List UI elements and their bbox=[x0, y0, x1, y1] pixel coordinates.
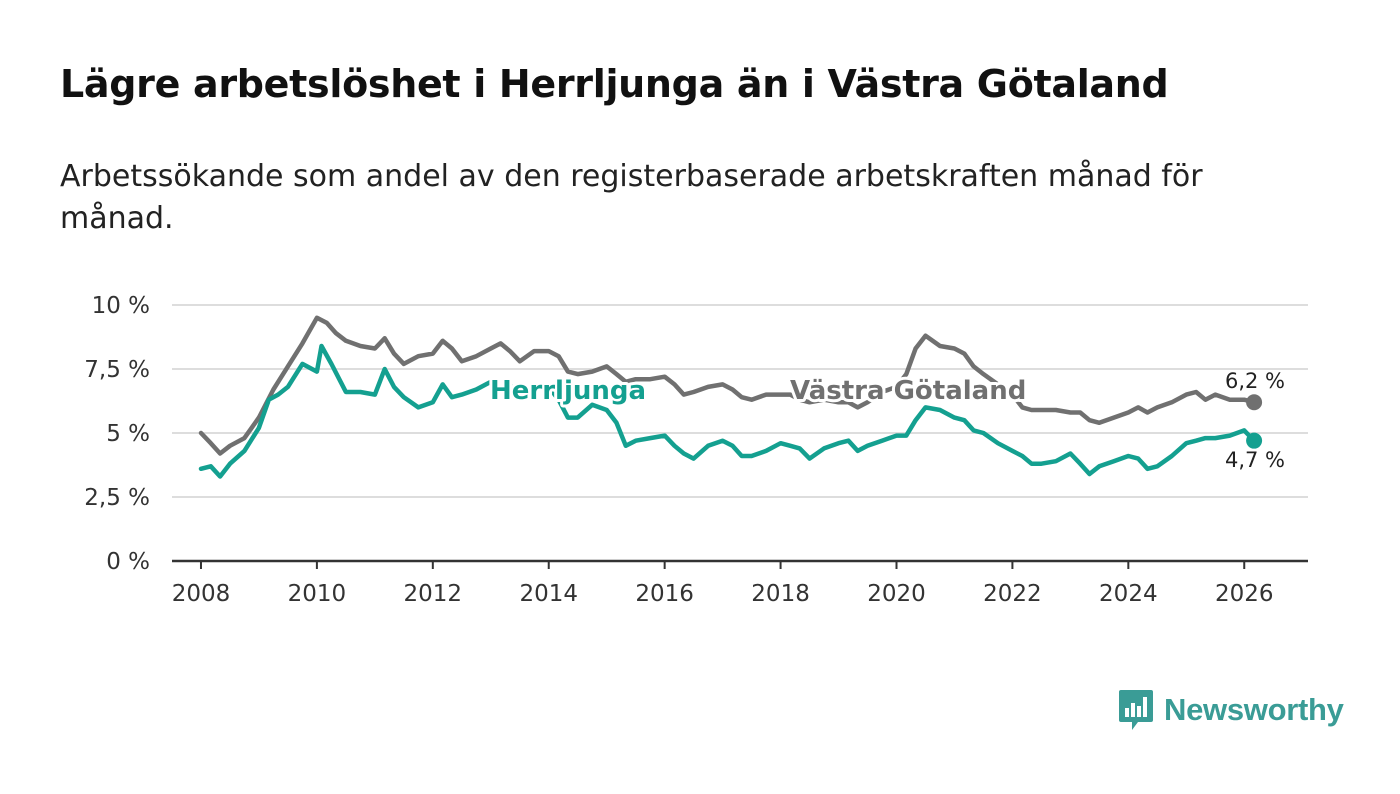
y-tick-label: 0 % bbox=[106, 549, 150, 575]
x-tick-label: 2018 bbox=[751, 581, 810, 607]
x-tick-label: 2016 bbox=[635, 581, 694, 607]
x-tick-label: 2020 bbox=[867, 581, 926, 607]
end-dot-vastra-gotaland bbox=[1246, 394, 1263, 411]
end-label-herrljunga: 4,7 % bbox=[1225, 448, 1285, 472]
brand-logo: Newsworthy bbox=[1118, 688, 1344, 732]
line-chart: 0 % 2,5 % 5 % 7,5 % 10 % 2008 2010 2012 2014 201… bbox=[84, 293, 1308, 607]
series-label-vastra-gotaland: Västra Götaland bbox=[790, 376, 1026, 406]
series-line-herrljunga bbox=[198, 343, 1257, 479]
x-tick-label: 2012 bbox=[404, 581, 463, 607]
series-line-vastra-gotaland bbox=[198, 315, 1257, 456]
x-tick-label: 2010 bbox=[288, 581, 347, 607]
x-tick-label: 2008 bbox=[172, 581, 231, 607]
y-tick-label: 5 % bbox=[106, 421, 150, 447]
series-labels: Herrljunga Västra Götaland bbox=[487, 373, 1029, 409]
chart-title: Lägre arbetslöshet i Herrljunga än i Väs… bbox=[60, 62, 1169, 106]
series-label-herrljunga: Herrljunga bbox=[490, 376, 646, 406]
end-markers: 6,2 % 4,7 % bbox=[1225, 369, 1285, 472]
x-tick-label: 2026 bbox=[1215, 581, 1274, 607]
brand-name: Newsworthy bbox=[1164, 692, 1344, 727]
x-axis-ticks: 2008 2010 2012 2014 2016 2018 2020 2022 2024 2026 bbox=[172, 559, 1308, 607]
x-tick-label: 2022 bbox=[983, 581, 1042, 607]
chart-subtitle: Arbetssökande som andel av den registerb… bbox=[60, 159, 1203, 236]
grid-lines bbox=[172, 304, 1308, 498]
y-axis-ticks: 0 % 2,5 % 5 % 7,5 % 10 % bbox=[84, 293, 150, 575]
y-tick-label: 10 % bbox=[92, 293, 150, 319]
y-tick-label: 7,5 % bbox=[84, 357, 150, 383]
newsworthy-logo-icon bbox=[1119, 690, 1153, 730]
y-tick-label: 2,5 % bbox=[84, 485, 150, 511]
series-lines bbox=[198, 315, 1257, 479]
x-tick-label: 2014 bbox=[519, 581, 578, 607]
end-label-vastra-gotaland: 6,2 % bbox=[1225, 369, 1285, 393]
end-dot-herrljunga bbox=[1246, 432, 1263, 449]
x-tick-label: 2024 bbox=[1099, 581, 1158, 607]
